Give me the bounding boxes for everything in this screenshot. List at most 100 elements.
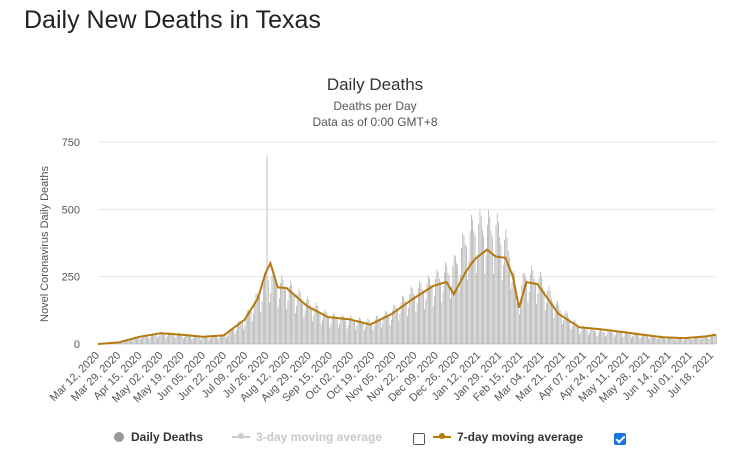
- bar: [698, 337, 700, 344]
- bar: [403, 296, 404, 344]
- bar: [622, 337, 624, 344]
- bar: [507, 251, 509, 344]
- legend-item-ma7[interactable]: 7-day moving average: [433, 430, 583, 444]
- bar: [597, 334, 599, 344]
- bar: [701, 338, 702, 344]
- bar: [523, 272, 525, 344]
- bar: [485, 255, 487, 344]
- bar: [277, 307, 279, 344]
- bar: [239, 321, 241, 344]
- bar: [214, 336, 216, 344]
- bar: [514, 273, 515, 344]
- bar: [696, 336, 697, 344]
- bar: [169, 332, 171, 344]
- bar: [302, 302, 304, 344]
- bar: [549, 291, 551, 344]
- bar: [205, 336, 206, 344]
- bar: [197, 336, 199, 344]
- bar: [317, 305, 318, 344]
- bar: [127, 339, 129, 344]
- bar: [546, 303, 547, 344]
- bar: [175, 336, 177, 344]
- legend-dot-icon: [114, 432, 124, 442]
- bar: [456, 263, 457, 344]
- bar: [392, 310, 393, 344]
- bar: [439, 279, 440, 344]
- bar: [506, 237, 508, 344]
- bar: [211, 336, 212, 344]
- bar: [660, 335, 662, 344]
- bar: [339, 324, 340, 344]
- bar: [627, 332, 629, 344]
- bar: [286, 308, 288, 344]
- bar: [553, 317, 555, 344]
- bar: [325, 312, 327, 344]
- bar: [699, 339, 701, 344]
- bar: [341, 314, 343, 344]
- bar: [154, 334, 156, 344]
- bar: [459, 274, 461, 344]
- bar: [517, 301, 519, 344]
- bar: [185, 334, 187, 344]
- bar: [469, 231, 471, 344]
- ma7-line-group: [97, 248, 717, 345]
- bar: [267, 280, 269, 344]
- bar: [472, 219, 473, 344]
- bar: [227, 335, 228, 344]
- bar: [435, 278, 436, 344]
- bar: [500, 244, 502, 344]
- bar: [683, 339, 685, 344]
- bar: [586, 330, 588, 344]
- bar: [297, 293, 299, 344]
- legend-line-icon: [232, 433, 250, 439]
- bar: [260, 311, 262, 344]
- bar: [416, 303, 418, 344]
- y-axis-label: Novel Coronavirus Daily Deaths: [39, 166, 51, 322]
- bar: [466, 246, 467, 344]
- bar: [475, 273, 477, 344]
- bar: [642, 334, 643, 344]
- bar: [245, 316, 247, 344]
- bar: [533, 278, 535, 344]
- legend-item-daily-deaths[interactable]: Daily Deaths: [114, 430, 203, 444]
- bar: [548, 286, 550, 344]
- bar: [447, 272, 449, 344]
- bar: [275, 282, 276, 344]
- bar: [180, 334, 182, 344]
- bar: [173, 334, 174, 344]
- ma3-checkbox[interactable]: [413, 433, 425, 445]
- bar: [349, 318, 350, 344]
- bar: [479, 209, 481, 344]
- bar: [126, 339, 127, 344]
- bar: [626, 331, 627, 344]
- bar: [373, 326, 375, 344]
- bar: [198, 337, 200, 344]
- bar: [527, 302, 529, 344]
- bar: [501, 280, 503, 344]
- bar: [522, 273, 524, 344]
- daily-deaths-bars: [99, 155, 717, 344]
- legend-item-ma3[interactable]: 3-day moving average: [232, 430, 382, 444]
- bar: [282, 279, 284, 344]
- bar: [496, 212, 498, 344]
- ma7-line: [97, 248, 717, 345]
- ma7-checkbox[interactable]: [614, 433, 626, 445]
- bar: [647, 336, 648, 344]
- bar: [320, 324, 322, 344]
- bar: [453, 255, 455, 344]
- bar: [489, 216, 491, 344]
- bar: [334, 314, 336, 344]
- bar: [542, 286, 544, 344]
- bar: [303, 317, 305, 344]
- bar: [591, 327, 593, 344]
- bar: [536, 303, 537, 344]
- bar: [654, 336, 656, 344]
- bar: [346, 328, 348, 344]
- bar: [147, 335, 148, 344]
- bar: [360, 318, 361, 344]
- bar: [136, 336, 137, 344]
- bar: [386, 311, 387, 344]
- bar: [400, 302, 402, 344]
- bar: [261, 301, 263, 344]
